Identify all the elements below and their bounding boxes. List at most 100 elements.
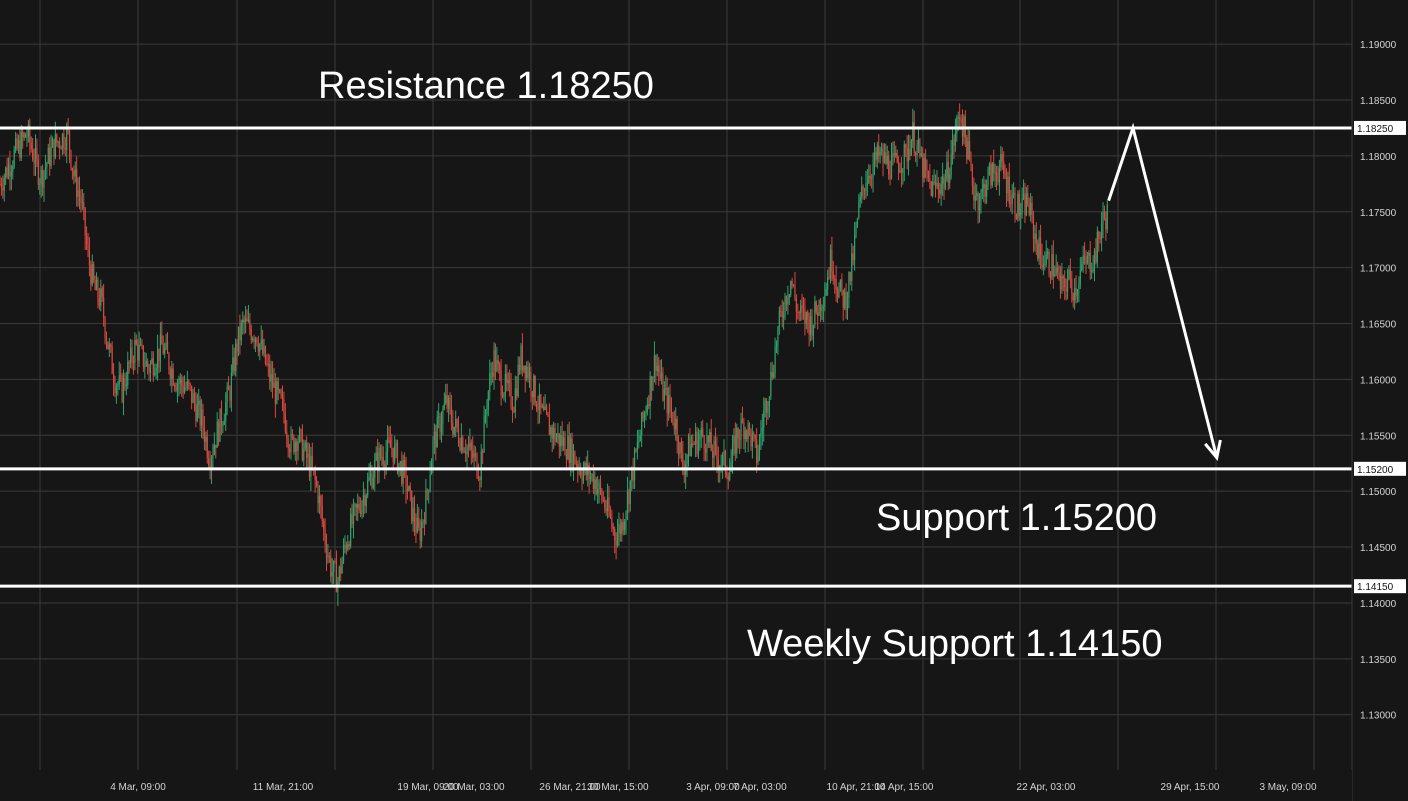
candle-body — [15, 138, 17, 150]
candle-body — [641, 412, 643, 436]
candle-body — [2, 188, 4, 191]
candle-body — [949, 174, 951, 183]
candle-body — [12, 166, 14, 172]
weekly-support-label: Weekly Support 1.14150 — [747, 623, 1162, 665]
candle-body — [619, 523, 621, 534]
time-axis[interactable]: 4 Mar, 09:00 11 Mar, 21:00 19 Mar, 09:0020… — [0, 770, 1352, 801]
candle-body — [794, 285, 796, 299]
candle-body — [463, 451, 465, 453]
forecast-arrow — [1107, 122, 1222, 461]
candle-body — [193, 393, 196, 404]
candle-body — [635, 449, 637, 451]
candle-body — [436, 417, 438, 448]
candle-body — [885, 152, 887, 164]
candle-body — [263, 346, 265, 354]
candle-body — [405, 465, 407, 490]
candle-body — [764, 400, 766, 411]
candle-body — [781, 311, 783, 318]
candle-body — [788, 294, 790, 299]
candle-body — [10, 171, 12, 177]
candle-body — [300, 429, 302, 431]
candle-body — [23, 133, 25, 138]
candle-body — [553, 428, 555, 439]
candle-body — [179, 378, 181, 384]
y-tick-label: 1.15500 — [1360, 431, 1397, 442]
candle-body — [1089, 252, 1091, 272]
candle-body — [142, 345, 144, 367]
candle-body — [716, 445, 718, 460]
candle-body — [172, 368, 174, 385]
candle-body — [408, 485, 410, 492]
candle-body — [283, 399, 285, 414]
candle-body — [39, 183, 41, 185]
candle-body — [208, 458, 210, 466]
weekly-support-price-badge[interactable] — [1354, 579, 1406, 594]
candle-body — [1028, 205, 1030, 215]
candle-body — [503, 393, 505, 397]
candle-body — [176, 383, 179, 391]
candle-body — [961, 122, 964, 137]
candle-body — [649, 376, 651, 406]
candle-body — [457, 428, 460, 443]
candle-body — [726, 471, 728, 476]
candle-body — [792, 284, 795, 286]
resistance-price-badge[interactable] — [1354, 120, 1406, 135]
candle-body — [910, 140, 912, 156]
candle-body — [271, 373, 274, 388]
x-tick-label: 26 Mar, 21:00 — [539, 782, 601, 793]
candle-body — [582, 470, 585, 481]
candle-body — [440, 424, 443, 433]
candle-body — [307, 453, 309, 458]
candle-body — [350, 514, 352, 547]
candle-body — [149, 363, 152, 374]
candle-body — [697, 439, 700, 454]
candle-body — [626, 491, 629, 513]
candle-body — [956, 117, 958, 133]
candle-body — [301, 430, 303, 461]
candle-body — [605, 508, 607, 512]
candle-body — [262, 339, 264, 354]
candle-body — [919, 139, 921, 157]
candle-body — [892, 153, 894, 157]
horizontal-levels[interactable] — [0, 126, 1352, 588]
candle-body — [707, 435, 709, 443]
candle-body — [1031, 202, 1033, 215]
candle-body — [480, 451, 482, 480]
candle-body — [541, 406, 543, 408]
support-price-badge[interactable] — [1354, 461, 1406, 476]
candle-body — [432, 440, 434, 462]
candle-body — [747, 423, 749, 440]
candle-body — [333, 560, 335, 572]
candle-body — [817, 312, 819, 316]
x-tick-label: 7 Apr, 03:00 — [733, 782, 787, 793]
candle-body — [1081, 263, 1083, 271]
candle-body — [663, 389, 665, 401]
candle-body — [981, 188, 983, 193]
candle-body — [327, 555, 329, 558]
candle-body — [459, 442, 461, 450]
candle-body — [192, 393, 194, 403]
candle-body — [841, 279, 843, 290]
candle-body — [746, 430, 748, 440]
candle-body — [388, 437, 390, 441]
x-tick-label: 22 Apr, 03:00 — [1017, 782, 1076, 793]
candle-body — [60, 147, 62, 150]
candle-body — [98, 298, 100, 306]
candle-body — [572, 451, 575, 468]
candle-body — [323, 520, 325, 529]
candle-body — [669, 395, 671, 409]
candle-body — [957, 117, 959, 119]
resistance-label: Resistance 1.18250 — [318, 65, 654, 107]
candle-body — [34, 147, 37, 164]
candle-body — [751, 433, 753, 447]
candle-body — [154, 372, 156, 376]
candle-body — [219, 408, 221, 442]
candle-body — [548, 416, 550, 436]
candle-body — [740, 418, 742, 440]
price-axis[interactable]: 1.13000 1.13500 1.14000 1.14500 1.15000 1.155… — [1351, 0, 1408, 801]
candle-body — [452, 423, 454, 435]
candle-body — [95, 279, 98, 290]
candle-body — [672, 412, 674, 424]
candle-body — [848, 271, 850, 298]
